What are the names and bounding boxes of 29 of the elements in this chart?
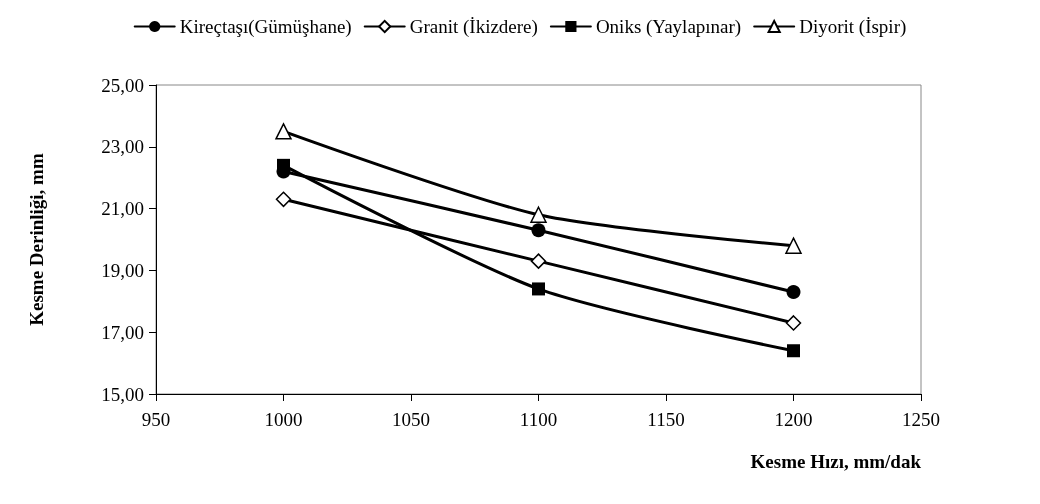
point [275,191,292,208]
x-tick-label: 1100 [519,409,558,430]
x-tick-label: 1250 [902,409,940,430]
point [786,285,801,300]
y-tick-label: 21,00 [101,198,144,220]
point [531,223,546,238]
point [787,344,800,358]
point [530,253,547,269]
point [785,237,802,254]
y-tick-label: 25,00 [101,74,144,96]
x-tick-label: 1200 [774,409,813,430]
y-axis-title: Kesme Derinliği, mm [26,153,47,326]
point [785,315,802,331]
y-tick-label: 15,00 [101,383,144,405]
x-tick-label: 1000 [264,409,303,430]
y-tick-label: 23,00 [101,136,144,158]
legend-label: Oniks (Yaylapınar) [595,16,742,38]
y-tick-label: 17,00 [101,321,144,343]
x-tick-label: 950 [141,409,171,430]
x-tick-label: 1050 [392,409,430,430]
x-axis-title: Kesme Hızı, mm/dak [750,451,922,472]
legend-label: Granit (İkizdere) [409,16,538,38]
legend-label: Diyorit (İspir) [799,16,907,38]
y-tick-label: 19,00 [101,259,144,281]
legend-label: Kireçtaşı(Gümüşhane) [179,16,352,38]
x-tick-label: 1150 [647,409,685,430]
point [275,123,292,140]
point [530,206,547,224]
point [532,282,545,296]
